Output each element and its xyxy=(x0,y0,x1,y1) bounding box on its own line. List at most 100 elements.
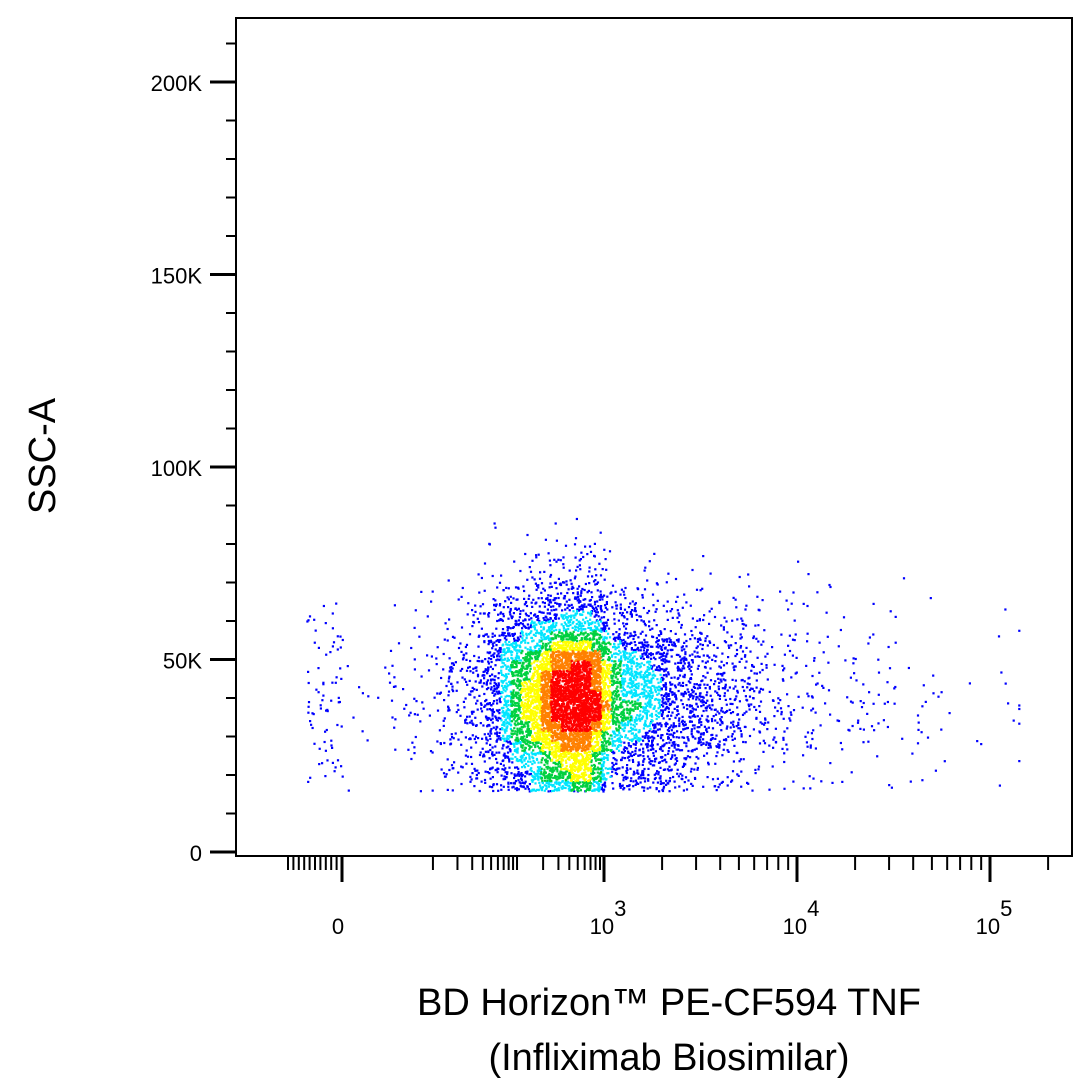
event-dot xyxy=(868,691,871,694)
event-dot xyxy=(667,572,670,575)
event-dot xyxy=(502,764,505,767)
event-dot xyxy=(450,665,453,669)
event-dot xyxy=(649,736,652,739)
event-dot xyxy=(515,639,518,642)
event-dot xyxy=(677,719,680,722)
event-dot xyxy=(523,625,526,628)
event-dot xyxy=(504,728,507,731)
event-dot xyxy=(579,594,582,597)
event-dot xyxy=(513,679,516,682)
event-dot xyxy=(339,646,342,649)
event-dot xyxy=(750,687,753,690)
event-dot xyxy=(643,643,646,647)
event-dot xyxy=(667,752,670,755)
event-dot xyxy=(665,702,668,705)
event-dot xyxy=(696,651,699,654)
event-dot xyxy=(566,784,569,787)
event-dot xyxy=(488,772,491,775)
event-dot xyxy=(521,632,524,635)
event-dot xyxy=(626,685,629,688)
event-dot xyxy=(709,745,712,748)
event-dot xyxy=(806,731,810,734)
event-dot xyxy=(644,735,647,738)
event-dot xyxy=(619,734,622,737)
event-dot xyxy=(688,654,691,657)
event-dot xyxy=(659,630,662,633)
event-dot xyxy=(450,764,454,767)
event-dot xyxy=(543,789,546,792)
event-dot xyxy=(651,674,654,677)
event-dot xyxy=(633,688,636,691)
event-dot xyxy=(676,609,679,612)
event-dot xyxy=(549,649,553,652)
event-dot xyxy=(507,650,511,653)
event-dot xyxy=(591,622,594,625)
event-dot xyxy=(659,777,662,780)
event-dot xyxy=(629,752,632,755)
event-dot xyxy=(641,643,644,646)
event-dot xyxy=(740,636,743,639)
event-dot xyxy=(612,742,615,745)
event-dot xyxy=(510,682,513,685)
event-dot xyxy=(554,634,557,638)
event-dot xyxy=(615,692,618,695)
event-dot xyxy=(851,724,854,728)
event-dot xyxy=(520,760,523,763)
event-dot xyxy=(536,642,539,645)
event-dot xyxy=(475,724,478,727)
event-dot xyxy=(631,719,634,722)
event-dot xyxy=(307,701,311,704)
event-dot xyxy=(596,600,599,603)
event-dot xyxy=(543,759,547,762)
event-dot xyxy=(742,627,745,630)
event-dot xyxy=(635,735,638,738)
event-dot xyxy=(542,633,545,636)
event-dot xyxy=(539,766,542,769)
event-dot xyxy=(674,577,678,581)
event-dot xyxy=(626,776,629,779)
event-dot xyxy=(696,687,699,690)
event-dot xyxy=(662,654,665,657)
event-dot xyxy=(465,658,468,661)
event-dot xyxy=(311,712,314,715)
event-dot xyxy=(494,664,497,667)
event-dot xyxy=(520,659,523,662)
event-dot xyxy=(761,722,764,725)
event-dot xyxy=(647,740,650,743)
event-dot xyxy=(703,754,706,757)
event-dot xyxy=(739,645,743,648)
event-dot xyxy=(666,732,669,735)
event-dot xyxy=(649,786,652,789)
event-dot xyxy=(593,555,596,558)
event-dot xyxy=(721,722,724,725)
event-dot xyxy=(647,679,650,682)
event-dot xyxy=(783,760,786,764)
event-dot xyxy=(574,626,578,629)
event-dot xyxy=(652,754,655,757)
event-dot xyxy=(676,772,679,775)
event-dot xyxy=(503,775,506,778)
event-dot xyxy=(872,633,875,636)
event-dot xyxy=(591,575,594,578)
event-dot xyxy=(516,693,519,696)
event-dot xyxy=(467,666,470,669)
event-dot xyxy=(528,654,531,657)
event-dot xyxy=(496,658,499,661)
event-dot xyxy=(747,703,750,706)
event-dot xyxy=(516,701,519,705)
event-dot xyxy=(811,707,815,710)
event-dot xyxy=(709,738,712,742)
event-dot xyxy=(654,750,657,753)
event-dot xyxy=(665,721,668,724)
event-dot xyxy=(536,788,539,791)
event-dot xyxy=(540,582,544,585)
event-dot xyxy=(690,728,693,731)
event-dot xyxy=(640,743,643,746)
event-dot xyxy=(630,777,633,780)
event-dot xyxy=(654,757,657,761)
event-dot xyxy=(496,726,499,729)
event-dot xyxy=(619,607,622,611)
event-dot xyxy=(742,758,745,761)
event-dot xyxy=(752,697,755,700)
event-dot xyxy=(588,788,591,791)
